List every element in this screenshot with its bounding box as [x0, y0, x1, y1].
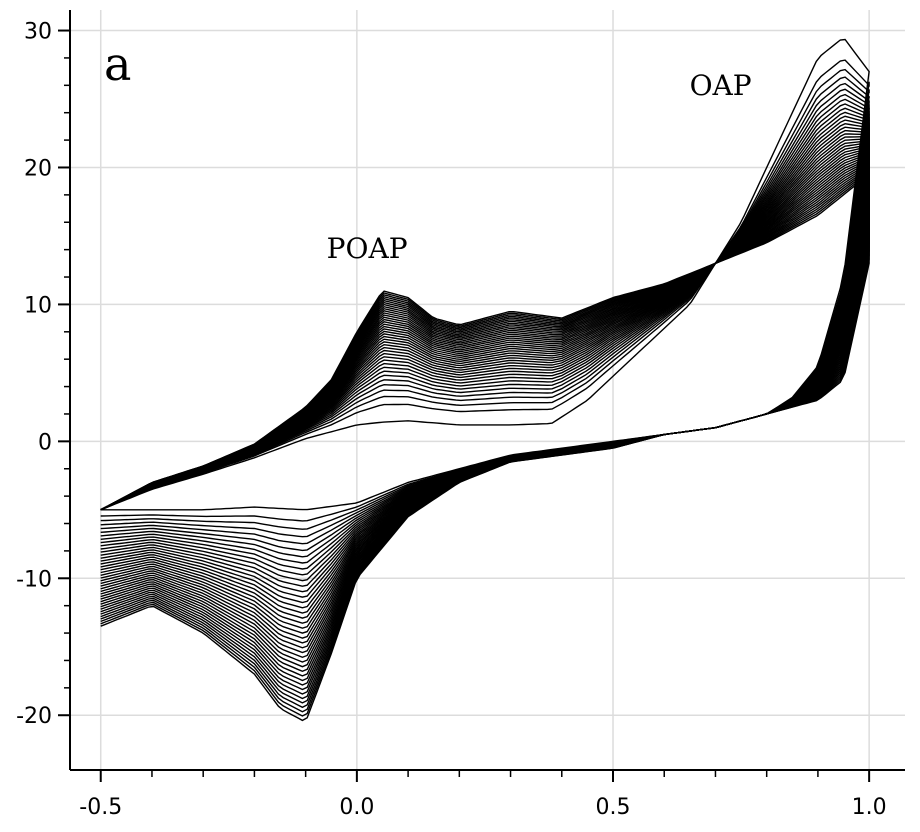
y-tick-label-2: 0 [38, 430, 52, 455]
annotations: POAP OAP [327, 69, 752, 265]
y-tick-label-5: 30 [24, 20, 52, 45]
cycle-2 [100, 59, 870, 522]
cycle-1 [100, 38, 870, 511]
axes [69, 10, 905, 771]
y-tick-label-4: 20 [24, 156, 52, 181]
voltammogram-curves [100, 38, 870, 722]
y-tick-label-0: -20 [16, 704, 52, 729]
annotation-oap: OAP [690, 69, 752, 102]
cycle-3 [100, 68, 870, 530]
x-tick-label-0: -0.5 [79, 795, 122, 820]
cycle-4 [100, 76, 870, 538]
x-tick-label-1: 0.0 [339, 795, 374, 820]
panel-label: a [104, 37, 131, 91]
y-tick-label-3: 10 [24, 293, 52, 318]
x-tick-label-3: 1.0 [852, 795, 887, 820]
y-tick-label-1: -10 [16, 567, 52, 592]
cycle-5 [100, 82, 870, 545]
tick-labels: -20 -10 0 10 20 30 -0.5 0.0 0.5 1.0 [16, 20, 887, 820]
x-tick-label-2: 0.5 [596, 795, 631, 820]
cycle-6 [100, 88, 870, 552]
annotation-poap: POAP [327, 232, 408, 265]
cycle-40 [100, 172, 870, 722]
ticks [58, 29, 871, 782]
